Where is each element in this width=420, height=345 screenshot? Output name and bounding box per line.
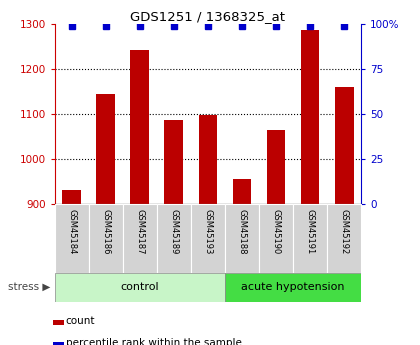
- Text: GSM45186: GSM45186: [101, 209, 110, 255]
- Text: GSM45190: GSM45190: [272, 209, 281, 254]
- Text: percentile rank within the sample: percentile rank within the sample: [66, 337, 241, 345]
- Bar: [267, 130, 286, 204]
- Bar: [52, 320, 64, 325]
- Bar: [55, 204, 89, 273]
- Text: GSM45189: GSM45189: [169, 209, 178, 255]
- Bar: [225, 273, 361, 302]
- Text: acute hypotension: acute hypotension: [241, 282, 345, 292]
- Bar: [123, 204, 157, 273]
- Bar: [191, 204, 225, 273]
- Bar: [335, 87, 354, 204]
- Bar: [225, 204, 259, 273]
- Bar: [293, 204, 327, 273]
- Bar: [165, 120, 183, 204]
- Text: GSM45188: GSM45188: [237, 209, 247, 255]
- Text: GSM45184: GSM45184: [67, 209, 76, 255]
- Bar: [301, 30, 320, 204]
- Bar: [130, 50, 149, 204]
- Text: GSM45191: GSM45191: [306, 209, 315, 254]
- Bar: [62, 190, 81, 204]
- Bar: [327, 204, 361, 273]
- Bar: [89, 204, 123, 273]
- Text: stress ▶: stress ▶: [8, 282, 50, 292]
- Title: GDS1251 / 1368325_at: GDS1251 / 1368325_at: [130, 10, 286, 23]
- Text: GSM45192: GSM45192: [340, 209, 349, 254]
- Bar: [199, 115, 217, 204]
- Text: GSM45193: GSM45193: [203, 209, 213, 255]
- Bar: [233, 179, 251, 204]
- Bar: [52, 342, 64, 345]
- Text: control: control: [121, 282, 159, 292]
- Bar: [259, 204, 293, 273]
- Bar: [55, 273, 225, 302]
- Bar: [157, 204, 191, 273]
- Bar: [96, 94, 115, 204]
- Text: GSM45187: GSM45187: [135, 209, 144, 255]
- Text: count: count: [66, 316, 95, 326]
